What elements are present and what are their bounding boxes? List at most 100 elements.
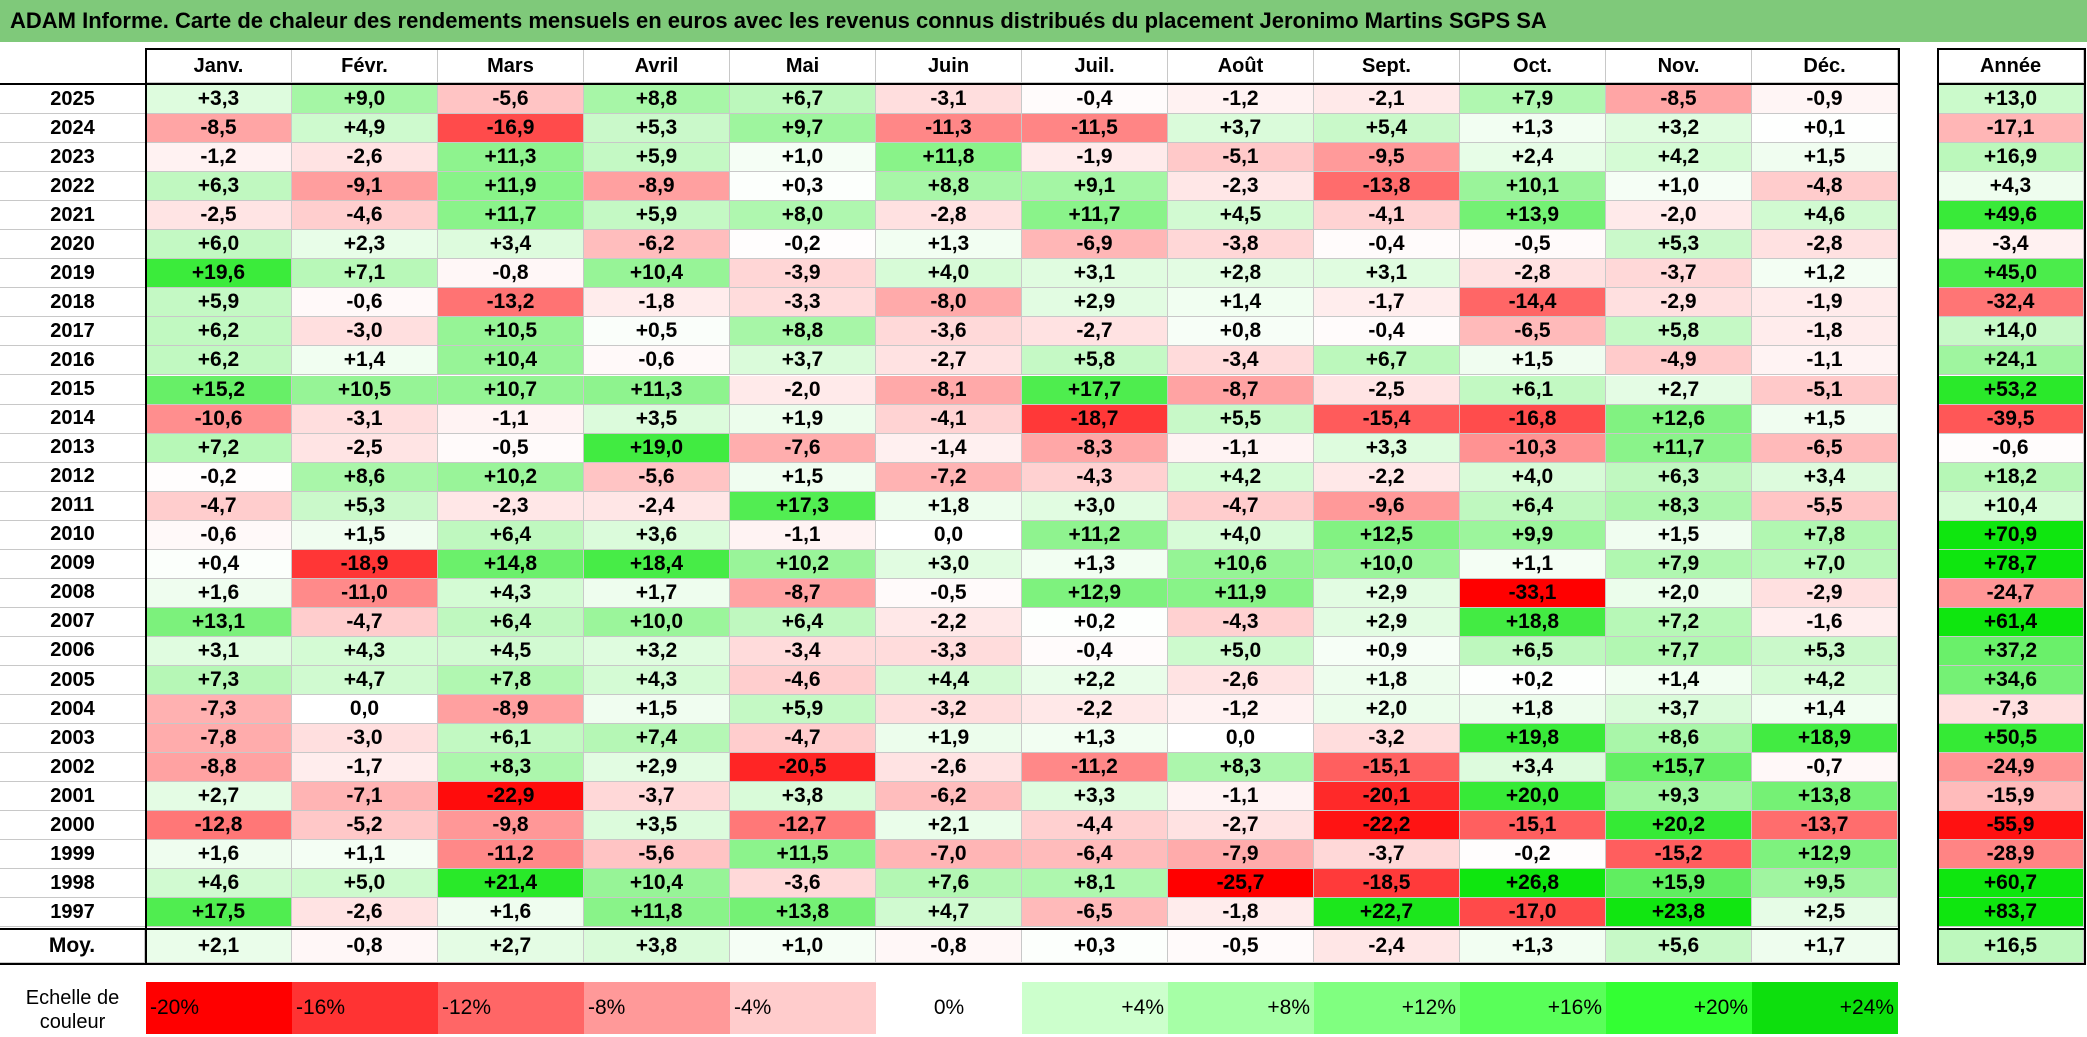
- heatmap-cell: -0,4: [1022, 636, 1168, 666]
- heatmap-cell: 0,0: [1168, 724, 1314, 754]
- heatmap-cell: +2,7: [1606, 375, 1752, 405]
- annual-cell: +14,0: [1938, 317, 2084, 347]
- annual-cell: +34,6: [1938, 666, 2084, 696]
- legend-swatch: 0%: [876, 982, 1022, 1034]
- heatmap-cell: +1,5: [584, 695, 730, 725]
- legend-swatch: +20%: [1606, 982, 1752, 1034]
- heatmap-cell: +13,8: [1752, 782, 1898, 812]
- heatmap-cell: 0,0: [292, 695, 438, 725]
- heatmap-cell: -1,8: [584, 288, 730, 318]
- heatmap-cell: -2,0: [730, 375, 876, 405]
- heatmap-cell: +0,3: [730, 172, 876, 202]
- heatmap-cell: +19,0: [584, 433, 730, 463]
- heatmap-cell: +5,8: [1022, 346, 1168, 376]
- heatmap-cell: +5,9: [584, 143, 730, 173]
- heatmap-cell: +5,3: [1752, 636, 1898, 666]
- heatmap-cell: -6,2: [876, 782, 1022, 812]
- heatmap-cell: -12,7: [730, 811, 876, 841]
- heatmap-cell: +11,2: [1022, 520, 1168, 550]
- annual-cell: -7,3: [1938, 695, 2084, 725]
- heatmap-cell: +1,3: [1022, 724, 1168, 754]
- annual-cell: -17,1: [1938, 114, 2084, 144]
- heatmap-cell: +4,0: [1460, 462, 1606, 492]
- heatmap-cell: -15,4: [1314, 404, 1460, 434]
- month-header: Nov.: [1606, 50, 1752, 83]
- heatmap-cell: +1,8: [1314, 666, 1460, 696]
- heatmap-cell: +5,9: [584, 201, 730, 231]
- heatmap-cell: -1,7: [1314, 288, 1460, 318]
- heatmap-cell: +2,2: [1022, 666, 1168, 696]
- heatmap-cell: +4,3: [438, 578, 584, 608]
- heatmap-cell: +2,7: [146, 782, 292, 812]
- heatmap-cell: +6,3: [1606, 462, 1752, 492]
- heatmap-cell: +10,2: [438, 462, 584, 492]
- legend-swatch: +4%: [1022, 982, 1168, 1034]
- legend-swatch: -8%: [584, 982, 730, 1034]
- heatmap-cell: -2,6: [876, 753, 1022, 783]
- heatmap-cell: +1,6: [438, 898, 584, 928]
- heatmap-cell: -2,9: [1752, 578, 1898, 608]
- heatmap-cell: +0,4: [146, 549, 292, 579]
- average-cell: +2,7: [438, 930, 584, 964]
- heatmap-cell: +2,9: [1314, 578, 1460, 608]
- heatmap-cell: -0,4: [1022, 85, 1168, 115]
- heatmap-cell: +7,2: [146, 433, 292, 463]
- heatmap-cell: +4,6: [146, 869, 292, 899]
- heatmap-cell: +1,8: [876, 491, 1022, 521]
- heatmap-cell: -6,4: [1022, 840, 1168, 870]
- heatmap-cell: -0,6: [146, 520, 292, 550]
- heatmap-cell: +3,1: [1022, 259, 1168, 289]
- heatmap-cell: +18,8: [1460, 607, 1606, 637]
- heatmap-cell: -8,0: [876, 288, 1022, 318]
- heatmap-cell: +0,2: [1022, 607, 1168, 637]
- heatmap-cell: -5,5: [1752, 491, 1898, 521]
- heatmap-cell: -5,1: [1752, 375, 1898, 405]
- legend-title: Echelle de couleur: [0, 982, 145, 1037]
- heatmap-cell: +6,0: [146, 230, 292, 260]
- heatmap-cell: -13,2: [438, 288, 584, 318]
- year-label: 2004: [0, 695, 145, 725]
- heatmap-cell: -6,5: [1022, 898, 1168, 928]
- heatmap-cell: +0,5: [584, 317, 730, 347]
- heatmap-cell: +1,9: [876, 724, 1022, 754]
- heatmap-cell: +10,0: [1314, 549, 1460, 579]
- heatmap-cell: +4,7: [876, 898, 1022, 928]
- heatmap-cell: +4,9: [292, 114, 438, 144]
- heatmap-cell: -0,9: [1752, 85, 1898, 115]
- month-header: Sept.: [1314, 50, 1460, 83]
- heatmap-cell: +1,5: [730, 462, 876, 492]
- year-label: 2012: [0, 462, 145, 492]
- heatmap-cell: +2,4: [1460, 143, 1606, 173]
- legend-swatch: -16%: [292, 982, 438, 1034]
- heatmap-cell: +5,8: [1606, 317, 1752, 347]
- heatmap-cell: -17,0: [1460, 898, 1606, 928]
- heatmap-cell: +11,3: [584, 375, 730, 405]
- year-label: 2000: [0, 811, 145, 841]
- heatmap-cell: +7,0: [1752, 549, 1898, 579]
- year-label: 2025: [0, 85, 145, 115]
- legend-swatch: +12%: [1314, 982, 1460, 1034]
- heatmap-cell: -1,8: [1168, 898, 1314, 928]
- year-label: 2006: [0, 636, 145, 666]
- legend-swatch: -4%: [730, 982, 876, 1034]
- heatmap-cell: -18,7: [1022, 404, 1168, 434]
- year-label: 2009: [0, 549, 145, 579]
- heatmap-cell: -22,2: [1314, 811, 1460, 841]
- heatmap-cell: +8,1: [1022, 869, 1168, 899]
- heatmap-cell: -12,8: [146, 811, 292, 841]
- year-label: 2018: [0, 288, 145, 318]
- year-label: 1997: [0, 898, 145, 928]
- heatmap-cell: -3,2: [1314, 724, 1460, 754]
- legend-swatch: +8%: [1168, 982, 1314, 1034]
- heatmap-cell: -11,2: [1022, 753, 1168, 783]
- heatmap-cell: -11,2: [438, 840, 584, 870]
- annual-cell: -28,9: [1938, 840, 2084, 870]
- heatmap-cell: -2,7: [1022, 317, 1168, 347]
- heatmap-cell: +13,9: [1460, 201, 1606, 231]
- heatmap-cell: -5,1: [1168, 143, 1314, 173]
- average-cell: -0,8: [292, 930, 438, 964]
- heatmap-cell: -2,5: [292, 433, 438, 463]
- year-label: 1998: [0, 869, 145, 899]
- heatmap-cell: +14,8: [438, 549, 584, 579]
- heatmap-cell: +17,7: [1022, 375, 1168, 405]
